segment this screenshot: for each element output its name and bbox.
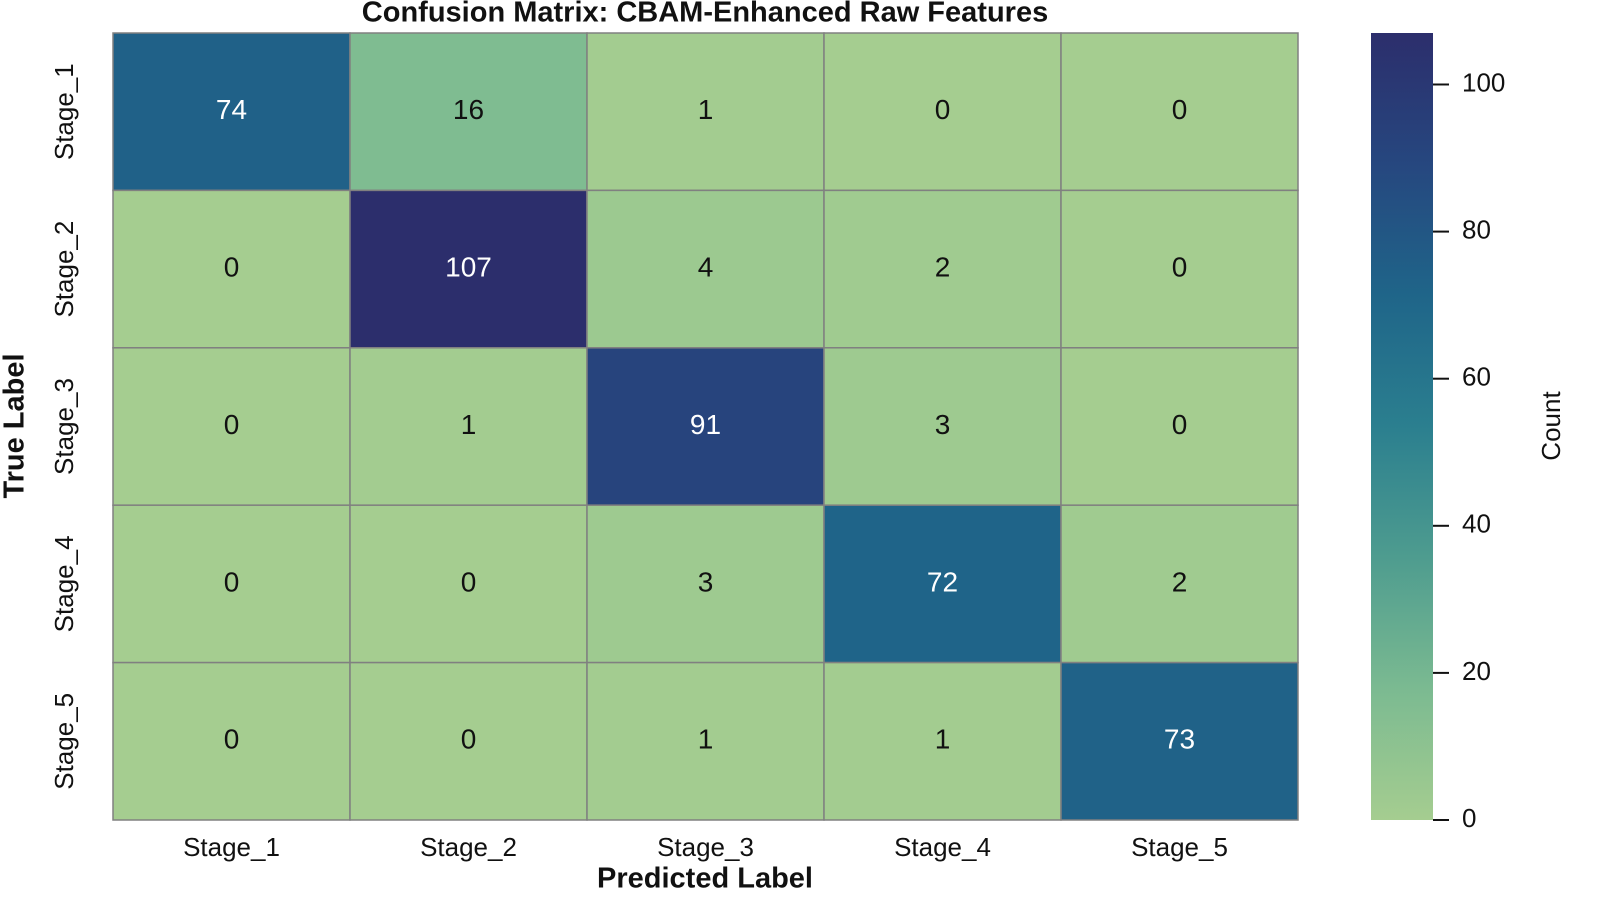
heatmap-cell: [112, 661, 351, 821]
colorbar: [1371, 33, 1433, 820]
cell-label: 0: [1172, 94, 1188, 125]
heatmap-cell: [1060, 504, 1299, 664]
x-tick-label: Stage_2: [420, 832, 517, 862]
colorbar-tick-label: 20: [1462, 656, 1491, 686]
colorbar-tick-label: 40: [1462, 509, 1491, 539]
cell-label: 0: [224, 251, 240, 282]
cell-label: 0: [224, 409, 240, 440]
y-tick-label: Stage_1: [49, 63, 79, 160]
heatmap-cell: [823, 347, 1062, 506]
cell-label: 0: [1172, 251, 1188, 282]
cell-label: 1: [698, 94, 714, 125]
y-tick-label: Stage_2: [49, 221, 79, 318]
y-axis-label: True Label: [0, 353, 31, 498]
colorbar-tick-label: 60: [1462, 362, 1491, 392]
colorbar-label: Count: [1536, 391, 1566, 461]
x-tick-label: Stage_1: [183, 832, 280, 862]
heatmap-cell: [586, 347, 825, 506]
heatmap-cell: [1060, 347, 1299, 506]
x-tick-label: Stage_3: [657, 832, 754, 862]
cell-label: 107: [445, 251, 492, 282]
heatmap-cell: [349, 347, 588, 506]
heatmap-cell: [112, 504, 351, 664]
colorbar-tick-label: 80: [1462, 214, 1491, 244]
heatmap-cell: [1060, 32, 1299, 192]
cell-label: 2: [1172, 566, 1188, 597]
heatmap-cell: [112, 189, 351, 349]
heatmap-cell: [586, 32, 825, 192]
heatmap-cell: [349, 32, 588, 192]
x-tick-label: Stage_5: [1131, 832, 1228, 862]
cell-label: 0: [461, 566, 477, 597]
heatmap-cell: [586, 661, 825, 821]
cell-label: 16: [453, 94, 484, 125]
cell-label: 3: [935, 409, 951, 440]
cell-label: 1: [698, 724, 714, 755]
chart-title: Confusion Matrix: CBAM-Enhanced Raw Feat…: [362, 0, 1048, 29]
y-tick-label: Stage_3: [49, 378, 79, 475]
colorbar-tick-label: 100: [1462, 67, 1505, 97]
heatmap-cell: [586, 504, 825, 664]
cell-label: 4: [698, 251, 714, 282]
cell-label: 3: [698, 566, 714, 597]
cell-label: 72: [927, 566, 958, 597]
cell-label: 2: [935, 251, 951, 282]
cell-label: 91: [690, 409, 721, 440]
heatmap-cell: [349, 661, 588, 821]
heatmap-cell: [112, 32, 351, 192]
cell-label: 0: [1172, 409, 1188, 440]
cell-label: 0: [224, 566, 240, 597]
cell-label: 0: [935, 94, 951, 125]
y-tick-label: Stage_4: [49, 535, 79, 632]
heatmap-cell: [823, 504, 1062, 664]
cell-label: 1: [935, 724, 951, 755]
heatmap-cell: [349, 504, 588, 664]
cell-label: 73: [1164, 724, 1195, 755]
heatmap-cell: [586, 189, 825, 349]
cell-label: 1: [461, 409, 477, 440]
x-tick-label: Stage_4: [894, 832, 991, 862]
cell-label: 74: [216, 94, 247, 125]
heatmap-cell: [1060, 661, 1299, 821]
cell-label: 0: [224, 724, 240, 755]
x-axis-label: Predicted Label: [597, 863, 813, 895]
heatmap-cell: [823, 32, 1062, 192]
heatmap-cell: [1060, 189, 1299, 349]
cell-label: 0: [461, 724, 477, 755]
colorbar-tick-label: 0: [1462, 803, 1476, 833]
y-tick-label: Stage_5: [49, 693, 79, 790]
